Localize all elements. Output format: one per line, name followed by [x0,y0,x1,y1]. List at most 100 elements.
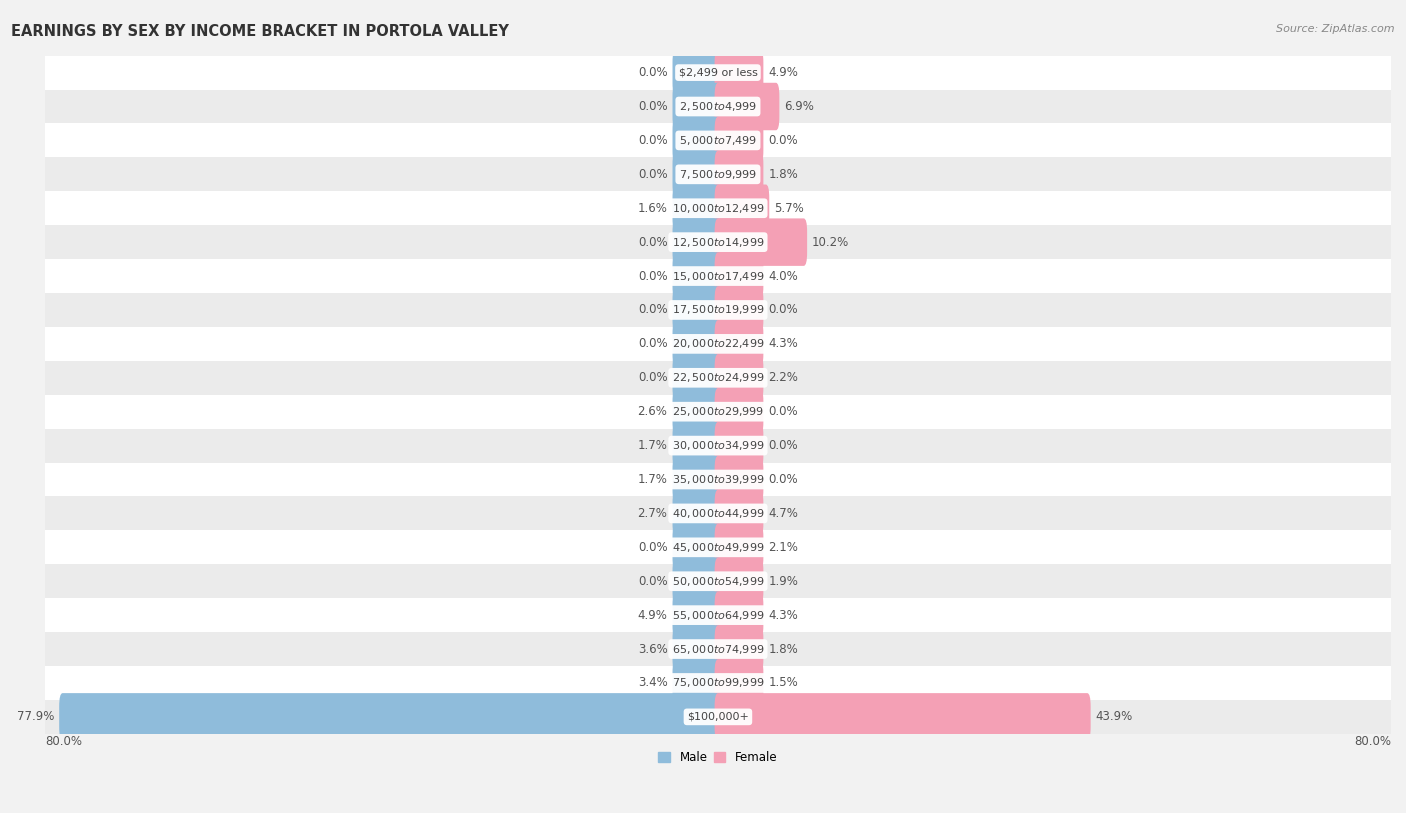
FancyBboxPatch shape [672,219,721,266]
FancyBboxPatch shape [672,524,721,571]
Text: $5,000 to $7,499: $5,000 to $7,499 [679,134,756,147]
Text: $22,500 to $24,999: $22,500 to $24,999 [672,372,765,385]
Text: 77.9%: 77.9% [17,711,55,724]
FancyBboxPatch shape [714,524,763,571]
Bar [45,361,1391,395]
Text: 5.7%: 5.7% [775,202,804,215]
Text: 0.0%: 0.0% [638,167,668,180]
FancyBboxPatch shape [714,625,763,673]
FancyBboxPatch shape [714,150,763,198]
FancyBboxPatch shape [672,659,721,706]
Text: $40,000 to $44,999: $40,000 to $44,999 [672,507,765,520]
FancyBboxPatch shape [714,489,763,537]
Bar [45,225,1391,259]
Text: Source: ZipAtlas.com: Source: ZipAtlas.com [1277,24,1395,34]
Text: 0.0%: 0.0% [638,236,668,249]
Text: 2.6%: 2.6% [637,405,668,418]
Text: 0.0%: 0.0% [769,405,799,418]
Text: 0.0%: 0.0% [638,541,668,554]
FancyBboxPatch shape [672,83,721,130]
Text: 0.0%: 0.0% [638,66,668,79]
Bar [45,124,1391,158]
Text: 3.6%: 3.6% [638,642,668,655]
Text: 4.9%: 4.9% [769,66,799,79]
Bar [45,89,1391,124]
FancyBboxPatch shape [672,456,721,503]
FancyBboxPatch shape [672,150,721,198]
Bar [45,497,1391,530]
Text: 1.6%: 1.6% [637,202,668,215]
Text: 0.0%: 0.0% [638,372,668,385]
Text: 0.0%: 0.0% [638,134,668,147]
Text: 0.0%: 0.0% [638,100,668,113]
Text: 2.2%: 2.2% [769,372,799,385]
Text: 1.8%: 1.8% [769,167,799,180]
Text: 10.2%: 10.2% [813,236,849,249]
Bar [45,700,1391,734]
Text: 4.7%: 4.7% [769,507,799,520]
Text: $45,000 to $49,999: $45,000 to $49,999 [672,541,765,554]
FancyBboxPatch shape [672,354,721,402]
Text: $35,000 to $39,999: $35,000 to $39,999 [672,473,765,486]
FancyBboxPatch shape [672,185,721,232]
FancyBboxPatch shape [714,388,763,436]
FancyBboxPatch shape [672,422,721,469]
Bar [45,395,1391,428]
FancyBboxPatch shape [714,286,763,333]
Bar [45,259,1391,293]
FancyBboxPatch shape [672,117,721,164]
Text: 1.5%: 1.5% [769,676,799,689]
Bar [45,428,1391,463]
FancyBboxPatch shape [714,117,763,164]
Text: 2.7%: 2.7% [637,507,668,520]
Text: 6.9%: 6.9% [785,100,814,113]
FancyBboxPatch shape [714,354,763,402]
Text: $65,000 to $74,999: $65,000 to $74,999 [672,642,765,655]
FancyBboxPatch shape [714,83,779,130]
Bar [45,158,1391,191]
Text: 3.4%: 3.4% [638,676,668,689]
Text: 4.3%: 4.3% [769,609,799,622]
Text: 4.0%: 4.0% [769,270,799,283]
FancyBboxPatch shape [714,219,807,266]
FancyBboxPatch shape [672,388,721,436]
FancyBboxPatch shape [714,659,763,706]
Text: 4.9%: 4.9% [637,609,668,622]
Text: 1.7%: 1.7% [637,473,668,486]
FancyBboxPatch shape [714,591,763,639]
FancyBboxPatch shape [672,558,721,605]
FancyBboxPatch shape [672,591,721,639]
FancyBboxPatch shape [714,558,763,605]
FancyBboxPatch shape [59,693,721,741]
Text: $12,500 to $14,999: $12,500 to $14,999 [672,236,765,249]
Text: $2,500 to $4,999: $2,500 to $4,999 [679,100,756,113]
FancyBboxPatch shape [714,320,763,367]
FancyBboxPatch shape [672,49,721,96]
Text: 0.0%: 0.0% [769,473,799,486]
Text: 0.0%: 0.0% [769,303,799,316]
Text: EARNINGS BY SEX BY INCOME BRACKET IN PORTOLA VALLEY: EARNINGS BY SEX BY INCOME BRACKET IN POR… [11,24,509,39]
Bar [45,293,1391,327]
Text: $2,499 or less: $2,499 or less [679,67,758,77]
Text: $100,000+: $100,000+ [688,712,749,722]
Text: 0.0%: 0.0% [769,439,799,452]
Text: 0.0%: 0.0% [638,270,668,283]
Text: 1.9%: 1.9% [769,575,799,588]
Text: $25,000 to $29,999: $25,000 to $29,999 [672,405,763,418]
FancyBboxPatch shape [714,49,763,96]
Bar [45,327,1391,361]
Text: $20,000 to $22,499: $20,000 to $22,499 [672,337,765,350]
Text: $7,500 to $9,999: $7,500 to $9,999 [679,167,756,180]
Text: 1.8%: 1.8% [769,642,799,655]
FancyBboxPatch shape [714,252,763,300]
Bar [45,55,1391,89]
Bar [45,598,1391,632]
FancyBboxPatch shape [714,693,1091,741]
Text: 0.0%: 0.0% [638,337,668,350]
Text: $75,000 to $99,999: $75,000 to $99,999 [672,676,765,689]
FancyBboxPatch shape [672,252,721,300]
Bar [45,666,1391,700]
Text: 0.0%: 0.0% [638,303,668,316]
Text: $30,000 to $34,999: $30,000 to $34,999 [672,439,765,452]
Text: $55,000 to $64,999: $55,000 to $64,999 [672,609,765,622]
